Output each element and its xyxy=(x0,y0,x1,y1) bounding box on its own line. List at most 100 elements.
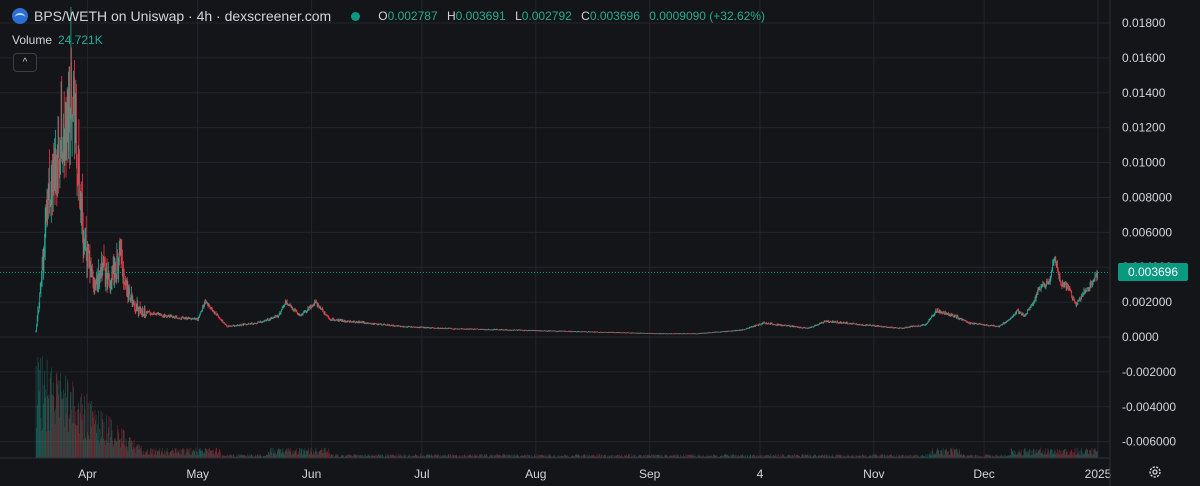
volume-bar xyxy=(473,456,475,458)
volume-bar xyxy=(414,454,416,458)
volume-bar xyxy=(610,454,612,458)
volume-bar xyxy=(199,448,201,458)
volume-bar xyxy=(788,454,790,458)
volume-bar xyxy=(106,433,108,458)
candle-body xyxy=(357,321,359,324)
volume-bar xyxy=(455,455,457,458)
candle-body xyxy=(60,148,61,150)
volume-bar xyxy=(384,456,386,458)
volume-bar xyxy=(230,455,232,458)
candle-body xyxy=(436,328,438,329)
candle-body xyxy=(628,332,630,334)
volume-bar xyxy=(212,454,214,458)
volume-bar xyxy=(749,456,750,458)
candle-body xyxy=(429,327,431,329)
volume-bar xyxy=(455,455,456,458)
volume-bar xyxy=(845,455,847,458)
volume-bar xyxy=(129,437,131,458)
candle-body xyxy=(302,312,304,316)
volume-bar xyxy=(524,454,526,458)
volume-bar xyxy=(367,454,369,458)
candle-body xyxy=(803,327,805,329)
candle-body xyxy=(87,249,88,267)
candle-body xyxy=(763,322,764,324)
volume-bar xyxy=(709,455,711,458)
candle-body xyxy=(537,330,539,332)
volume-bar xyxy=(115,440,117,458)
candle-body xyxy=(860,324,862,326)
candle-body xyxy=(924,324,926,326)
candle-body xyxy=(904,327,906,329)
volume-bar xyxy=(664,455,666,458)
volume-bar xyxy=(408,455,409,458)
volume-bar xyxy=(1035,449,1037,458)
candle-body xyxy=(742,329,744,331)
volume-bar xyxy=(825,456,826,458)
volume-bar xyxy=(1086,447,1087,458)
volume-bar xyxy=(574,455,576,458)
candle-body xyxy=(971,323,973,324)
volume-bar xyxy=(89,439,90,458)
volume-bar xyxy=(604,454,605,458)
candle-body xyxy=(926,323,927,325)
volume-bar xyxy=(893,455,895,458)
candle-body xyxy=(114,262,116,267)
volume-bar xyxy=(1030,455,1032,458)
volume-bar xyxy=(451,456,452,458)
candle-body xyxy=(36,325,37,332)
candle-body xyxy=(738,330,739,331)
candle-body xyxy=(527,330,529,332)
volume-bar xyxy=(335,454,337,458)
candle-body xyxy=(725,331,727,332)
volume-bars xyxy=(35,356,1098,458)
volume-bar xyxy=(125,447,126,458)
volume-bar xyxy=(818,454,820,458)
grid-layer xyxy=(0,0,1110,458)
candle-body xyxy=(70,62,72,109)
volume-bar xyxy=(311,451,312,458)
candle-body xyxy=(975,323,976,324)
candle-body xyxy=(861,324,863,326)
candle-body xyxy=(509,330,510,332)
candle-body xyxy=(218,317,220,319)
volume-bar xyxy=(145,450,147,458)
volume-bar xyxy=(193,451,195,458)
candle-body xyxy=(665,333,666,335)
volume-bar xyxy=(772,455,774,458)
volume-bar xyxy=(913,456,915,458)
volume-bar xyxy=(631,456,633,458)
volume-bar xyxy=(756,455,757,458)
volume-bar xyxy=(1065,454,1066,458)
candle-body xyxy=(190,318,191,319)
candle-body xyxy=(764,322,766,324)
volume-bar xyxy=(1044,452,1046,458)
volume-bar xyxy=(896,456,898,458)
volume-bar xyxy=(889,455,891,458)
volume-bar xyxy=(1042,450,1044,458)
candle-body xyxy=(890,327,891,329)
candle-body xyxy=(229,325,230,327)
candle-body xyxy=(59,148,61,174)
volume-bar xyxy=(245,456,246,458)
volume-bar xyxy=(121,428,123,458)
candle-body xyxy=(208,305,210,307)
volume-bar xyxy=(490,454,492,458)
volume-bar xyxy=(289,449,290,458)
candle-body xyxy=(900,327,902,329)
candle-body xyxy=(614,332,616,334)
volume-bar xyxy=(1071,450,1073,458)
candle-body xyxy=(609,332,610,333)
volume-bar xyxy=(866,456,868,458)
candle-body xyxy=(323,312,325,314)
candle-body xyxy=(877,325,879,327)
candle-body xyxy=(539,330,540,332)
volume-bar xyxy=(814,454,815,458)
volume-bar xyxy=(361,456,363,458)
candle-body xyxy=(787,325,789,327)
volume-bar xyxy=(819,455,821,458)
volume-bar xyxy=(266,454,267,458)
volume-bar xyxy=(615,456,617,458)
candle-body xyxy=(782,325,784,326)
